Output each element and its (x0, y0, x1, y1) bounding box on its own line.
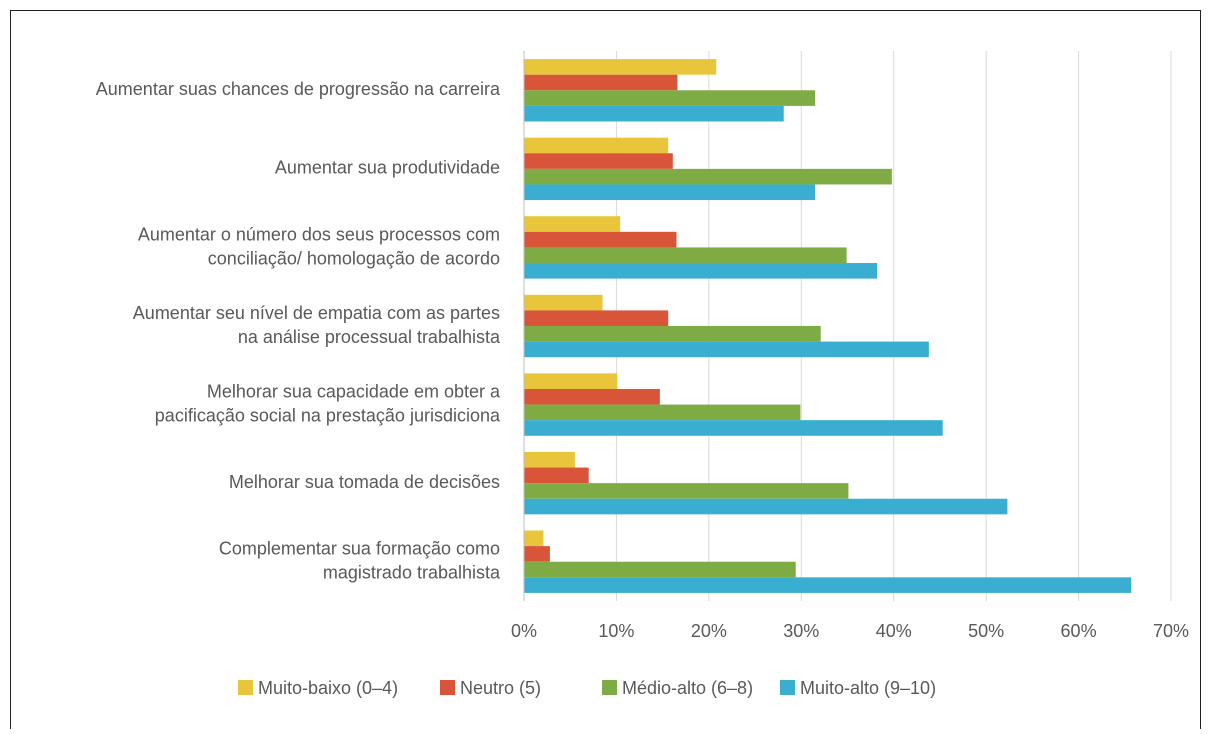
bar (524, 74, 678, 91)
bar (524, 247, 847, 264)
bar (524, 310, 669, 326)
bar (524, 498, 1008, 515)
bar (524, 263, 878, 279)
bar (524, 231, 677, 248)
bar (524, 561, 796, 578)
legend-label: Neutro (5) (460, 678, 541, 698)
category-label: Aumentar seu nível de empatia com as par… (133, 303, 501, 347)
bar (524, 530, 544, 547)
bar (524, 90, 816, 106)
x-tick-label: 10% (598, 621, 634, 641)
legend-label: Muito-alto (9–10) (800, 678, 936, 698)
bar (524, 326, 821, 342)
bar (524, 546, 550, 562)
x-tick-label: 30% (783, 621, 819, 641)
x-tick-label: 50% (968, 621, 1004, 641)
category-label: Melhorar sua capacidade em obter a pacifi… (155, 381, 501, 425)
x-tick-label: 70% (1153, 621, 1189, 641)
legend-swatch (238, 680, 253, 695)
x-tick-label: 60% (1061, 621, 1097, 641)
bar (524, 137, 669, 154)
bar (524, 404, 801, 421)
legend-label: Muito-baixo (0–4) (258, 678, 398, 698)
bar (524, 216, 621, 232)
x-tick-label: 0% (511, 621, 537, 641)
bar (524, 105, 784, 122)
bar (524, 373, 618, 389)
bar (524, 388, 660, 405)
x-tick-label: 20% (691, 621, 727, 641)
bar (524, 341, 929, 358)
legend-swatch (780, 680, 795, 695)
legend-swatch (602, 680, 617, 695)
bar (524, 467, 589, 484)
category-label: Aumentar suas chances de progressão na c… (96, 79, 501, 99)
bar (524, 184, 816, 201)
category-label: Aumentar o número dos seus processos com… (138, 224, 500, 268)
bar (524, 294, 603, 311)
bar (524, 153, 673, 169)
frame (10, 10, 1201, 734)
bar (524, 483, 849, 499)
bar (524, 420, 943, 436)
legend-swatch (440, 680, 455, 695)
bar (524, 168, 892, 185)
legend-label: Médio-alto (6–8) (622, 678, 753, 698)
category-label: Aumentar sua produtividade (275, 158, 500, 178)
bar (524, 451, 575, 468)
bar (524, 59, 717, 75)
bar (524, 577, 1132, 593)
x-tick-label: 40% (876, 621, 912, 641)
category-label: Melhorar sua tomada de decisões (229, 472, 500, 492)
category-label: Complementar sua formação como magistrado… (219, 538, 501, 582)
